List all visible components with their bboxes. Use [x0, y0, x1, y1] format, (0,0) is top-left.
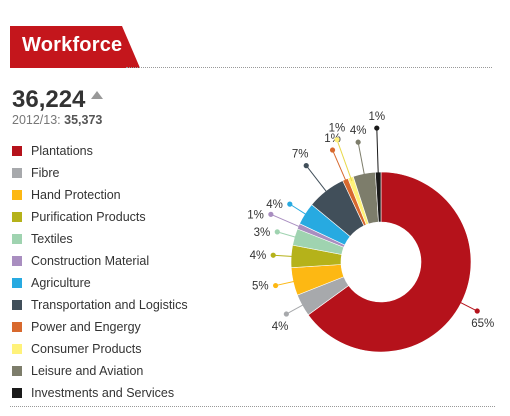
legend-item: Transportation and Logistics	[12, 294, 212, 316]
up-arrow-icon	[91, 91, 103, 99]
donut-slice	[307, 171, 472, 353]
leader-line	[376, 128, 379, 177]
leader-dot	[355, 139, 361, 145]
legend-label: Agriculture	[31, 276, 91, 290]
legend-label: Transportation and Logistics	[31, 298, 188, 312]
legend-swatch	[12, 234, 22, 244]
legend-swatch	[12, 168, 22, 178]
previous-year-label: 2012/13:	[12, 113, 61, 127]
leader-dot	[274, 229, 280, 235]
title-banner	[10, 26, 140, 68]
leader-line	[273, 254, 296, 258]
legend-label: Power and Engergy	[31, 320, 141, 334]
legend-label: Investments and Services	[31, 386, 175, 400]
slice-value-label: 4%	[266, 199, 283, 211]
legend-swatch	[12, 322, 22, 332]
legend-label: Construction Material	[31, 254, 150, 268]
legend-label: Plantations	[31, 144, 93, 158]
legend-label: Fibre	[31, 166, 60, 180]
legend-item: Investments and Services	[12, 382, 212, 404]
previous-year-value: 35,373	[64, 113, 103, 127]
legend-label: Textiles	[31, 232, 73, 246]
legend-swatch	[12, 366, 22, 376]
slice-value-label: 4%	[350, 125, 367, 137]
legend-item: Fibre	[12, 162, 212, 184]
legend-item: Construction Material	[12, 250, 212, 272]
legend-item: Agriculture	[12, 272, 212, 294]
leader-line	[286, 302, 306, 315]
leader-dot	[329, 147, 336, 153]
legend-item: Power and Engergy	[12, 316, 212, 338]
slice-value-label: 65%	[471, 318, 494, 330]
leader-dot	[374, 125, 380, 131]
slice-value-label: 4%	[272, 321, 289, 333]
legend-label: Leisure and Aviation	[31, 364, 144, 378]
slice-value-label: 7%	[292, 149, 309, 161]
legend-swatch	[12, 256, 22, 266]
legend-swatch	[12, 146, 22, 156]
leader-dot	[273, 282, 279, 289]
legend-item: Consumer Products	[12, 338, 212, 360]
leader-line	[457, 300, 478, 312]
previous-year-line: 2012/13: 35,373	[12, 113, 102, 127]
slice-value-label: 5%	[252, 281, 269, 293]
legend-swatch	[12, 300, 22, 310]
slice-value-label: 4%	[250, 250, 267, 262]
leader-line	[332, 149, 348, 184]
legend-item: Hand Protection	[12, 184, 212, 206]
leader-dot	[334, 137, 340, 143]
leader-line	[277, 231, 299, 239]
donut-slice	[375, 171, 382, 223]
legend-item: Purification Products	[12, 206, 212, 228]
leader-dot	[287, 201, 293, 207]
footer-divider	[10, 406, 495, 407]
workforce-total: 36,224	[12, 86, 86, 113]
leader-dot	[303, 163, 309, 169]
chart-title: Workforce	[22, 34, 123, 56]
header-divider	[126, 67, 492, 68]
legend-swatch	[12, 190, 22, 200]
legend-item: Textiles	[12, 228, 212, 250]
slice-value-label: 1%	[247, 209, 264, 221]
legend-item: Plantations	[12, 140, 212, 162]
leader-line	[305, 165, 329, 195]
legend-label: Purification Products	[31, 210, 146, 224]
leader-line	[270, 213, 303, 229]
leader-dot	[474, 308, 480, 314]
leader-line	[289, 203, 309, 217]
legend-swatch	[12, 278, 22, 288]
legend: Plantations Fibre Hand Protection Purificat…	[12, 140, 212, 404]
legend-swatch	[12, 212, 22, 222]
leader-line	[357, 142, 366, 178]
legend-item: Leisure and Aviation	[12, 360, 212, 382]
leader-dot	[268, 211, 274, 217]
legend-label: Hand Protection	[31, 188, 121, 202]
legend-swatch	[12, 388, 22, 398]
slice-value-label: 1%	[329, 123, 346, 135]
slice-value-label: 1%	[368, 111, 385, 123]
leader-dot	[270, 252, 276, 258]
leader-dot	[283, 311, 289, 317]
slice-value-label: 3%	[254, 227, 271, 239]
leader-line	[275, 280, 298, 287]
legend-swatch	[12, 344, 22, 354]
leader-line	[336, 139, 353, 182]
legend-label: Consumer Products	[31, 342, 142, 356]
